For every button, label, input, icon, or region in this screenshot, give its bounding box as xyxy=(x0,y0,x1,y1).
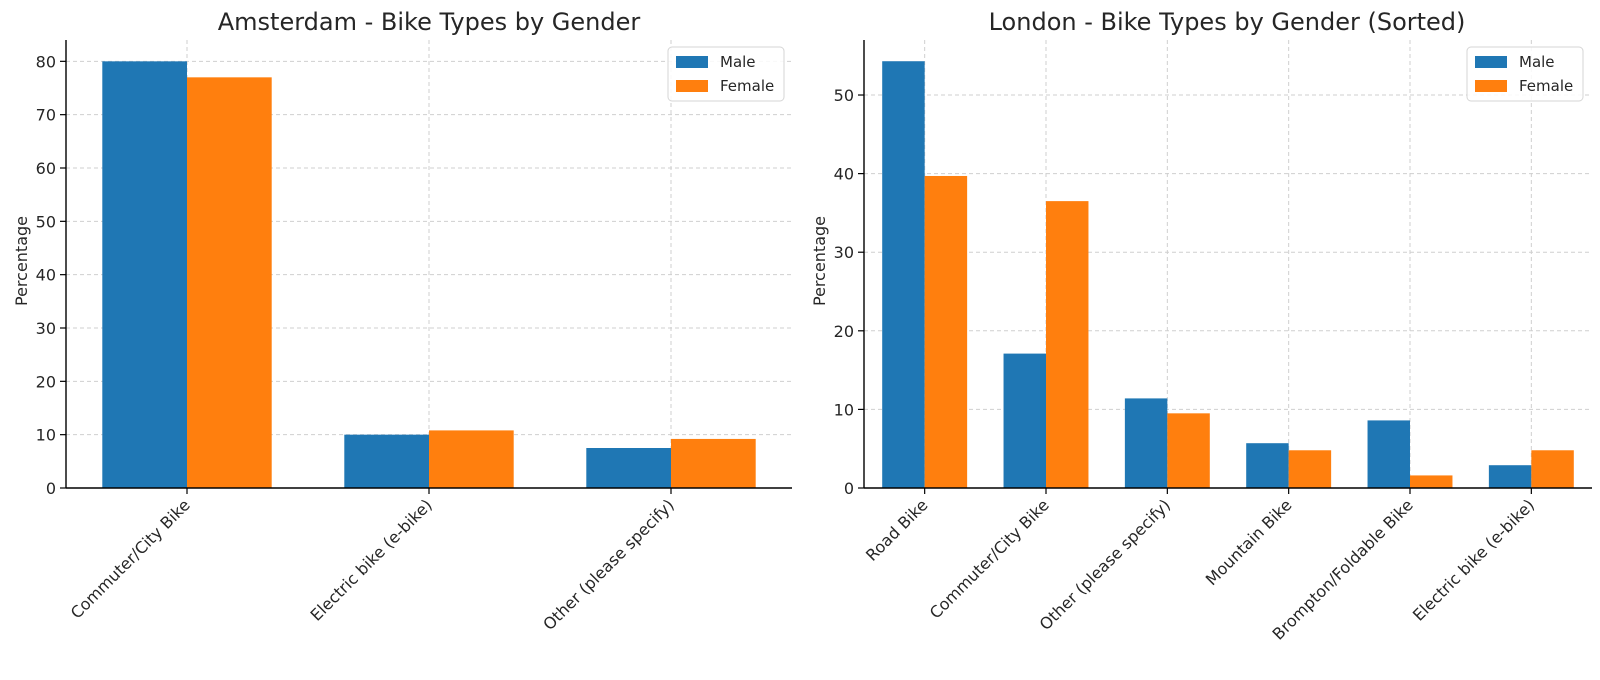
x-tick-label: Mountain Bike xyxy=(1202,495,1296,589)
bar-male-electric-bike-e-bike xyxy=(1488,465,1532,488)
y-tick-label: 40 xyxy=(36,266,56,285)
bar-female-mountain-bike xyxy=(1288,450,1332,488)
y-tick-label: 80 xyxy=(36,52,56,71)
legend-swatch-female xyxy=(1475,80,1507,92)
bar-female-road-bike xyxy=(924,175,968,488)
chart-title: Amsterdam - Bike Types by Gender xyxy=(218,8,641,36)
x-tick-label: Road Bike xyxy=(862,495,931,564)
y-tick-label: 50 xyxy=(36,212,56,231)
x-tick-label: Commuter/City Bike xyxy=(67,495,194,622)
london-chart: London - Bike Types by Gender (Sorted) P… xyxy=(810,8,1592,644)
y-tick-label: 30 xyxy=(834,243,854,262)
y-tick-label: 20 xyxy=(36,372,56,391)
y-tick-label: 40 xyxy=(834,165,854,184)
chart-title: London - Bike Types by Gender (Sorted) xyxy=(989,8,1466,36)
bar-female-electric-bike-e-bike xyxy=(429,430,514,488)
legend: Male Female xyxy=(667,46,785,102)
legend-label-female: Female xyxy=(1519,77,1573,95)
x-tick-label: Electric bike (e-bike) xyxy=(1409,495,1538,624)
y-tick-label: 10 xyxy=(834,400,854,419)
bar-female-other-please-specify xyxy=(1167,413,1210,488)
bar-male-electric-bike-e-bike xyxy=(344,434,429,488)
bar-male-brompton-foldable-bike xyxy=(1367,420,1410,488)
bar-male-other-please-specify xyxy=(1124,398,1168,488)
y-tick-label: 0 xyxy=(46,479,56,498)
legend-label-male: Male xyxy=(720,53,756,71)
y-tick-label: 10 xyxy=(36,426,56,445)
y-tick-label: 0 xyxy=(844,479,854,498)
y-axis-label: Percentage xyxy=(12,216,31,306)
bar-male-commuter-city-bike xyxy=(102,61,187,488)
legend-swatch-female xyxy=(676,80,708,92)
y-tick-label: 20 xyxy=(834,322,854,341)
x-tick-label: Electric bike (e-bike) xyxy=(307,495,436,624)
bar-male-mountain-bike xyxy=(1246,443,1289,488)
legend: Male Female xyxy=(1466,46,1584,102)
legend-swatch-male xyxy=(1475,56,1507,68)
bar-male-commuter-city-bike xyxy=(1003,353,1046,488)
bar-male-other-please-specify xyxy=(586,448,671,488)
y-axis-label: Percentage xyxy=(810,216,829,306)
legend-swatch-male xyxy=(676,56,708,68)
legend-label-female: Female xyxy=(720,77,774,95)
x-tick-label: Brompton/Foldable Bike xyxy=(1269,495,1417,643)
y-tick-label: 30 xyxy=(36,319,56,338)
legend-label-male: Male xyxy=(1519,53,1555,71)
y-tick-label: 70 xyxy=(36,106,56,125)
x-tick-label: Other (please specify) xyxy=(1036,495,1175,634)
y-tick-label: 60 xyxy=(36,159,56,178)
y-tick-label: 50 xyxy=(834,86,854,105)
bar-female-other-please-specify xyxy=(671,438,756,488)
bar-female-commuter-city-bike xyxy=(1046,201,1089,488)
bar-female-brompton-foldable-bike xyxy=(1410,475,1453,488)
amsterdam-chart: Amsterdam - Bike Types by Gender Percent… xyxy=(12,8,792,634)
bar-female-commuter-city-bike xyxy=(187,77,272,488)
x-tick-label: Other (please specify) xyxy=(539,495,678,634)
bar-female-electric-bike-e-bike xyxy=(1531,450,1574,488)
x-tick-label: Commuter/City Bike xyxy=(926,495,1053,622)
bar-male-road-bike xyxy=(882,61,925,488)
